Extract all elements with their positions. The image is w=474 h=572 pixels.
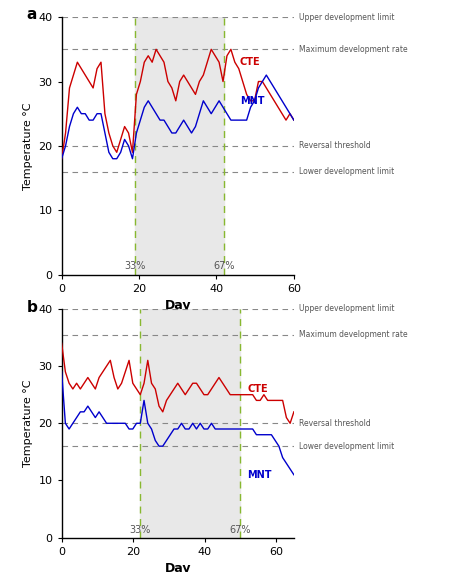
Text: a: a (27, 7, 37, 22)
Text: Lower development limit: Lower development limit (300, 442, 395, 451)
Bar (135, 17, 224, 275)
Text: Reversal threshold: Reversal threshold (300, 141, 371, 150)
Text: 67%: 67% (213, 261, 235, 271)
Text: Maximum development rate: Maximum development rate (300, 45, 408, 54)
Text: Upper development limit: Upper development limit (300, 13, 395, 22)
Text: 67%: 67% (229, 525, 251, 535)
Y-axis label: Temperature °C: Temperature °C (23, 380, 33, 467)
Text: Upper development limit: Upper development limit (300, 304, 395, 313)
X-axis label: Day: Day (164, 562, 191, 572)
Text: 33%: 33% (129, 525, 151, 535)
Text: Reversal threshold: Reversal threshold (300, 419, 371, 428)
Text: b: b (27, 300, 37, 315)
Text: 33%: 33% (125, 261, 146, 271)
Bar (140, 309, 240, 538)
Text: Maximum development rate: Maximum development rate (300, 330, 408, 339)
Text: MNT: MNT (247, 470, 272, 480)
Text: CTE: CTE (240, 57, 260, 67)
X-axis label: Day: Day (164, 299, 191, 312)
Text: CTE: CTE (247, 384, 268, 394)
Text: MNT: MNT (240, 96, 264, 106)
Text: Lower development limit: Lower development limit (300, 167, 395, 176)
Y-axis label: Temperature °C: Temperature °C (23, 102, 33, 189)
